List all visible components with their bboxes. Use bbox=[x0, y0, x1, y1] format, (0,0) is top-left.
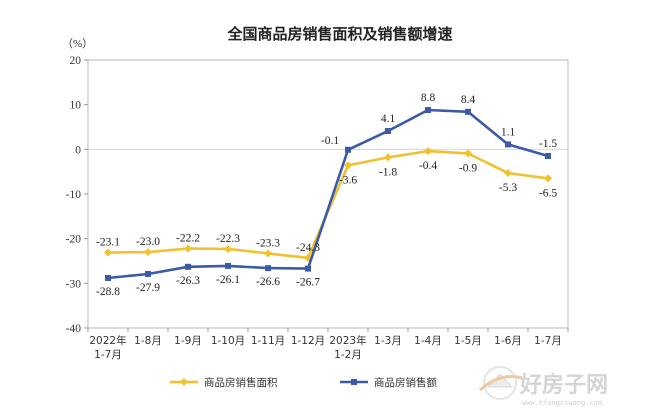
area-data-label: -5.3 bbox=[499, 182, 517, 194]
sales-data-label: -28.8 bbox=[96, 286, 120, 298]
x-tick-label: 2023年 bbox=[329, 334, 366, 347]
series-point bbox=[465, 108, 471, 115]
sales-data-label: 8.4 bbox=[461, 94, 476, 106]
x-tick-label: 1-3月 bbox=[374, 335, 402, 347]
area-data-label: -0.9 bbox=[459, 162, 477, 174]
x-tick-label: 1-7月 bbox=[534, 335, 562, 347]
x-axis-ticks: 2022年 1-7月 1-8月 1-9月 1-10月 1-11月 1-12月 2023年 1-2… bbox=[87, 328, 569, 361]
x-tick-label: 1-9月 bbox=[174, 335, 202, 347]
x-tick-label: 1-7月 bbox=[94, 349, 122, 361]
sales-data-label: -26.3 bbox=[176, 275, 200, 287]
y-tick-label: -40 bbox=[66, 323, 82, 335]
sales-data-label: -1.5 bbox=[539, 138, 557, 150]
series-point bbox=[545, 153, 551, 160]
series-point bbox=[544, 174, 552, 183]
legend-marker bbox=[180, 378, 188, 386]
x-tick-label: 1-11月 bbox=[251, 335, 285, 347]
watermark-url: www.hfangziwang.com bbox=[522, 399, 602, 407]
area-data-label: -23.3 bbox=[256, 237, 280, 249]
series-point bbox=[385, 128, 391, 135]
sales-data-label: -26.1 bbox=[216, 274, 240, 286]
series-point bbox=[265, 265, 271, 272]
area-data-label: -6.5 bbox=[539, 187, 557, 199]
x-tick-label: 1-12月 bbox=[291, 335, 325, 347]
series-point bbox=[105, 274, 111, 281]
watermark: 好房子网 www.hfangziwang.com bbox=[478, 366, 608, 407]
legend-label: 商品房销售面积 bbox=[204, 376, 278, 389]
y-tick-label: -30 bbox=[66, 278, 82, 290]
series-point bbox=[424, 147, 432, 156]
series-line-0 bbox=[107, 149, 549, 260]
area-data-label: -22.2 bbox=[176, 232, 200, 244]
chart-title: 全国商品房销售面积及销售额增速 bbox=[226, 25, 452, 43]
watermark-text: 好房子网 bbox=[519, 372, 608, 398]
y-tick-label: 0 bbox=[75, 144, 81, 156]
area-data-label: -24.3 bbox=[296, 242, 320, 254]
series-point bbox=[185, 263, 191, 270]
legend: 商品房销售面积 商品房销售额 bbox=[170, 376, 437, 389]
y-tick-label: -20 bbox=[66, 234, 82, 246]
series-point bbox=[305, 265, 311, 272]
x-tick-label: 1-5月 bbox=[454, 335, 482, 347]
sales-data-label: 8.8 bbox=[421, 92, 436, 104]
y-axis-unit: （%） bbox=[62, 37, 93, 50]
data-labels: -23.1 -28.8 -23.0 -27.9 -22.2 -26.3 -22.3 -26.1… bbox=[96, 92, 557, 298]
y-axis-ticks: 20 10 0 -10 -20 -30 -40 bbox=[66, 55, 88, 335]
house-logo-icon bbox=[478, 366, 523, 400]
series-point bbox=[225, 262, 231, 269]
series-point bbox=[264, 249, 272, 258]
sales-data-label: -26.6 bbox=[256, 276, 280, 288]
series-point bbox=[344, 161, 352, 170]
series-point bbox=[104, 248, 112, 257]
x-tick-label: 1-8月 bbox=[134, 335, 162, 347]
x-tick-label: 1-4月 bbox=[414, 335, 442, 347]
plot-area bbox=[87, 59, 569, 329]
series-point bbox=[184, 244, 192, 253]
sales-data-label: -0.1 bbox=[321, 135, 339, 147]
x-tick-label: 2022年 bbox=[89, 334, 126, 347]
series-point bbox=[144, 248, 152, 257]
area-data-label: -1.8 bbox=[379, 166, 397, 178]
series-point bbox=[145, 270, 151, 277]
series-line-1 bbox=[107, 108, 549, 280]
y-tick-label: 20 bbox=[70, 55, 82, 67]
series-point bbox=[464, 149, 472, 158]
area-data-label: -22.3 bbox=[216, 233, 240, 245]
series-point bbox=[505, 141, 511, 148]
series-point bbox=[224, 244, 232, 253]
x-tick-label: 1-6月 bbox=[494, 335, 522, 347]
series-point bbox=[345, 146, 351, 153]
area-data-label: -23.1 bbox=[96, 237, 120, 249]
series-layer bbox=[104, 107, 552, 281]
series-point bbox=[425, 107, 431, 114]
area-data-label: -3.6 bbox=[339, 174, 357, 186]
sales-data-label: 1.1 bbox=[501, 126, 516, 138]
sales-data-label: 4.1 bbox=[381, 113, 396, 125]
area-data-label: -0.4 bbox=[419, 160, 437, 172]
y-tick-label: -10 bbox=[66, 189, 82, 201]
sales-data-label: -27.9 bbox=[136, 282, 160, 294]
legend-marker bbox=[351, 379, 357, 385]
x-tick-label: 1-2月 bbox=[334, 349, 362, 361]
sales-data-label: -26.7 bbox=[296, 277, 320, 289]
series-point bbox=[504, 169, 512, 178]
legend-label: 商品房销售额 bbox=[374, 376, 437, 389]
y-tick-label: 10 bbox=[70, 100, 82, 112]
x-tick-label: 1-10月 bbox=[211, 335, 245, 347]
area-data-label: -23.0 bbox=[136, 236, 160, 248]
series-point bbox=[384, 153, 392, 162]
